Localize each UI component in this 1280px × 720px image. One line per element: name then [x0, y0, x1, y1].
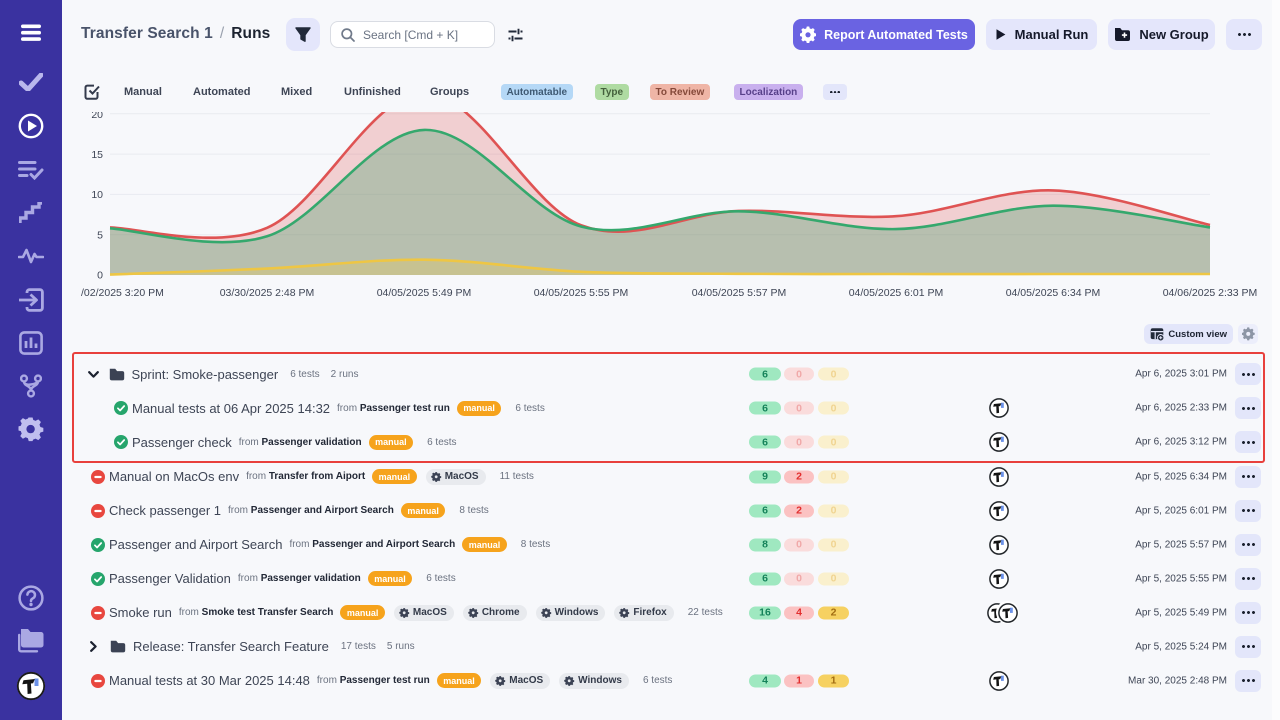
svg-text:20: 20	[91, 112, 103, 121]
svg-text:04/05/2025 5:55 PM: 04/05/2025 5:55 PM	[534, 287, 629, 299]
svg-text:15: 15	[91, 149, 103, 161]
svg-text:03/30/2025 2:48 PM: 03/30/2025 2:48 PM	[220, 287, 315, 299]
svg-text:10: 10	[91, 189, 103, 201]
svg-text:5: 5	[97, 230, 103, 242]
svg-text:04/05/2025 6:34 PM: 04/05/2025 6:34 PM	[1006, 287, 1101, 299]
svg-text:04/06/2025 2:33 PM: 04/06/2025 2:33 PM	[1163, 287, 1258, 299]
svg-text:04/05/2025 5:57 PM: 04/05/2025 5:57 PM	[692, 287, 787, 299]
svg-text:04/05/2025 6:01 PM: 04/05/2025 6:01 PM	[849, 287, 944, 299]
svg-text:04/05/2025 5:49 PM: 04/05/2025 5:49 PM	[377, 287, 472, 299]
svg-text:/02/2025 3:20 PM: /02/2025 3:20 PM	[81, 287, 164, 299]
svg-text:0: 0	[97, 270, 103, 282]
